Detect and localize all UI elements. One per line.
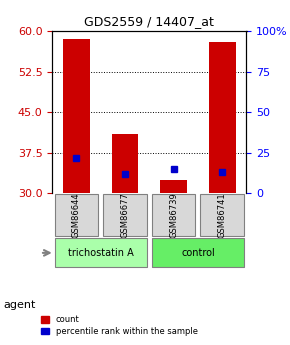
Text: GSM86677: GSM86677 [121,192,130,238]
FancyBboxPatch shape [55,238,147,267]
Bar [63,39,90,193]
Legend: count, percentile rank within the sample: count, percentile rank within the sample [39,314,199,337]
Text: GSM86739: GSM86739 [169,192,178,238]
Title: GDS2559 / 14407_at: GDS2559 / 14407_at [84,16,214,29]
Bar [209,42,235,193]
Text: agent: agent [3,300,35,310]
FancyBboxPatch shape [200,194,244,236]
FancyBboxPatch shape [152,238,244,267]
FancyBboxPatch shape [103,194,147,236]
FancyBboxPatch shape [152,194,195,236]
Bar [112,134,138,193]
Bar [160,180,187,193]
Text: control: control [181,248,215,258]
Text: GSM86741: GSM86741 [218,192,227,238]
FancyBboxPatch shape [55,194,98,236]
Text: GSM86644: GSM86644 [72,192,81,238]
Text: trichostatin A: trichostatin A [68,248,134,258]
